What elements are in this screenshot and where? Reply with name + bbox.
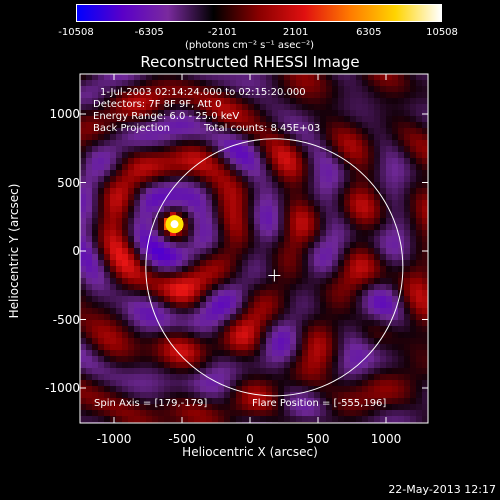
method-label: Back Projection [93,123,170,134]
y-tick-label: 500 [57,175,80,190]
time-range-label: 1-Jul-2003 02:14:24.000 to 02:15:20.000 [100,87,306,98]
colorbar-tick-label: -2101 [207,27,237,38]
energy-range-label: Energy Range: 6.0 - 25.0 keV [93,111,240,122]
flare-source-core [170,220,179,229]
y-tick-label: -500 [52,312,80,327]
x-axis-label: Heliocentric X (arcsec) [182,445,318,459]
spin-axis-marker [268,269,281,282]
plot-frame [79,73,429,424]
y-axis-label: Heliocentric Y (arcsec) [7,183,21,319]
colorbar-tick-label: -6305 [134,27,164,38]
y-tick-label: 0 [72,244,80,258]
x-tick-label: 0 [246,432,254,446]
colorbar-tick-label: 10508 [426,27,458,38]
colorbar-units: (photons cm⁻² s⁻¹ asec⁻²) [185,40,315,51]
x-tick-label: 1000 [370,432,402,446]
x-tick-label: -1000 [96,432,132,446]
timestamp: 22-May-2013 12:17 [388,483,496,496]
colorbar-tick-label: -10508 [58,27,94,38]
colorbar-tick-label: 6305 [356,27,382,38]
x-tick-label: -500 [168,432,196,446]
x-tick-label: 500 [306,432,330,446]
colorbar-tick-label: 2101 [282,27,309,38]
chart-title: Reconstructed RHESSI Image [140,53,360,71]
y-tick-label: -1000 [45,381,80,395]
colorbar [76,4,442,22]
total-counts-label: Total counts: 8.45E+03 [204,123,321,134]
spin-axis-label: Spin Axis = [179,-179] [94,398,208,409]
y-tick-label: 1000 [49,107,80,121]
solar-disk-outline [145,138,404,397]
flare-position-label: Flare Position = [-555,196] [252,398,387,409]
detectors-label: Detectors: 7F 8F 9F, Att 0 [93,99,222,110]
